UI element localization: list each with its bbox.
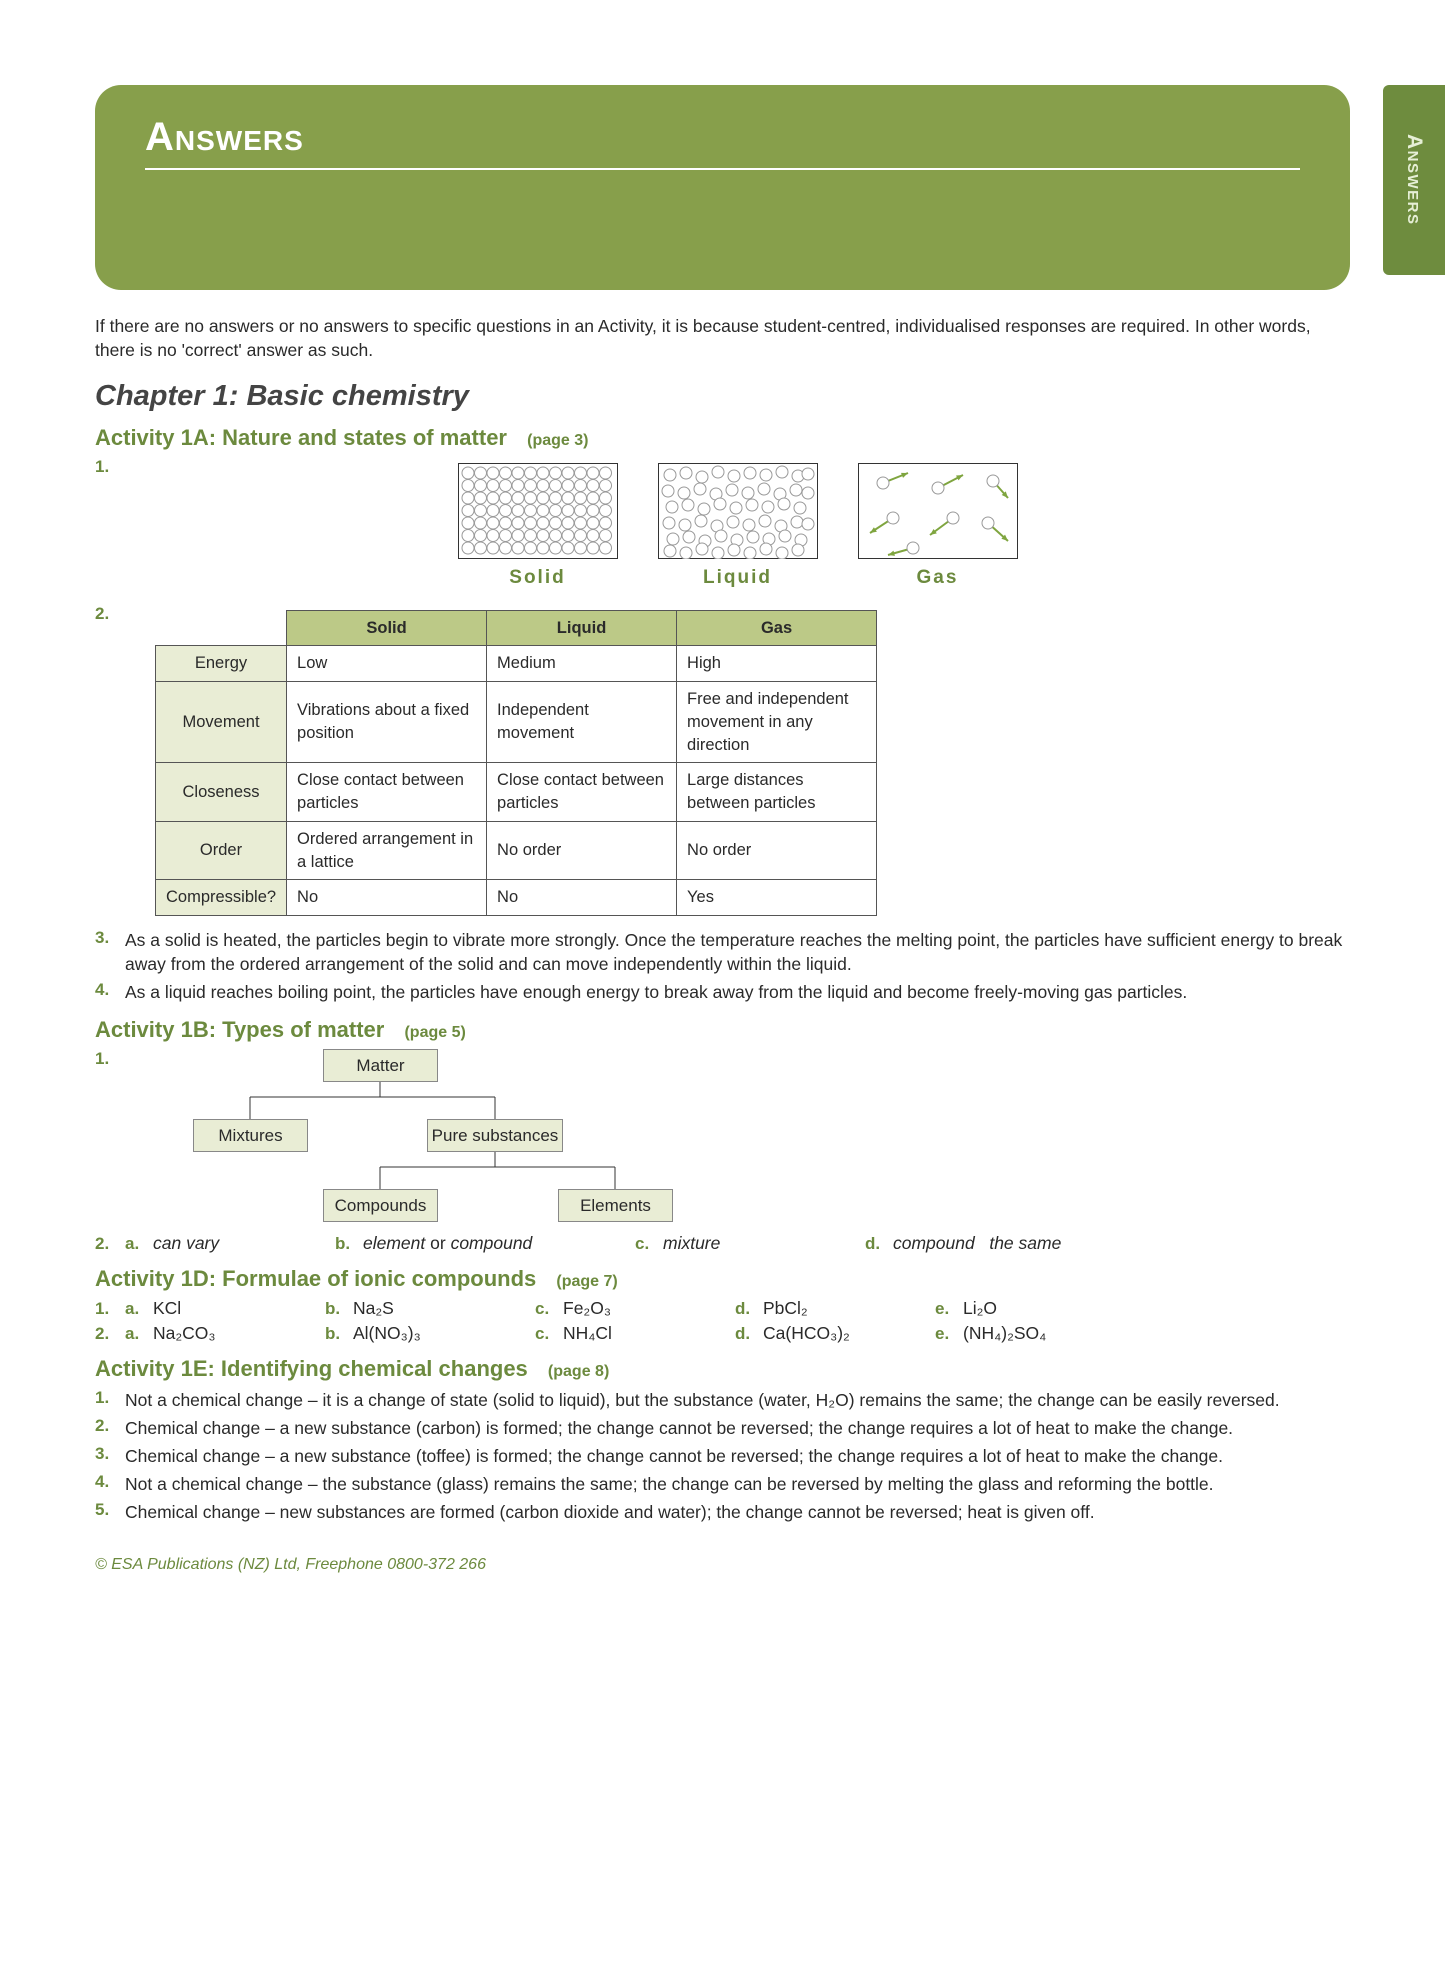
chapter-title: Chapter 1: Basic chemistry <box>95 380 1350 413</box>
activity-1d-q2: 2. a.Na₂CO₃ b.Al(NO₃)₃ c.NH₄Cl d.Ca(HCO₃… <box>95 1323 1350 1344</box>
activity-1d-q1: 1. a.KCl b.Na₂S c.Fe₂O₃ d.PbCl₂ e.Li₂O <box>95 1298 1350 1319</box>
liquid-label: Liquid <box>658 565 818 591</box>
intro-text: If there are no answers or no answers to… <box>95 314 1350 362</box>
q1e-5: Chemical change – new substances are for… <box>125 1500 1350 1524</box>
activity-1b-q2: 2. a.can vary b. element or compound c.m… <box>95 1233 1350 1254</box>
gas-label: Gas <box>858 565 1018 591</box>
footer-copyright: © ESA Publications (NZ) Ltd, Freephone 0… <box>95 1556 1350 1574</box>
state-diagrams: Solid Liquid Gas <box>125 463 1350 591</box>
activity-1e-title: Activity 1E: Identifying chemical change… <box>95 1356 1350 1382</box>
solid-label: Solid <box>458 565 618 591</box>
activity-1d-title: Activity 1D: Formulae of ionic compounds… <box>95 1266 1350 1292</box>
q1e-4: Not a chemical change – the substance (g… <box>125 1472 1350 1496</box>
states-table: Solid Liquid Gas Energy Low Medium High … <box>155 610 877 917</box>
q2-number: 2. <box>95 604 109 623</box>
q4-number: 4. <box>95 980 109 999</box>
q1e-1: Not a chemical change – it is a change o… <box>125 1388 1350 1412</box>
q3-answer: As a solid is heated, the particles begi… <box>125 928 1350 976</box>
matter-tree: Matter Mixtures Pure substances Compound… <box>155 1049 815 1229</box>
q4-answer: As a liquid reaches boiling point, the p… <box>125 980 1350 1004</box>
q3-number: 3. <box>95 928 109 947</box>
gas-diagram <box>858 463 1018 559</box>
q1b-number: 1. <box>95 1049 109 1068</box>
header-block: Answers <box>95 85 1350 290</box>
activity-1b-title: Activity 1B: Types of matter (page 5) <box>95 1017 1350 1043</box>
q1e-3: Chemical change – a new substance (toffe… <box>125 1444 1350 1468</box>
liquid-diagram <box>658 463 818 559</box>
page-title: Answers <box>145 115 1300 170</box>
q1-number: 1. <box>95 457 109 476</box>
activity-1a-title: Activity 1A: Nature and states of matter… <box>95 425 1350 451</box>
q1e-2: Chemical change – a new substance (carbo… <box>125 1416 1350 1440</box>
solid-diagram <box>458 463 618 559</box>
